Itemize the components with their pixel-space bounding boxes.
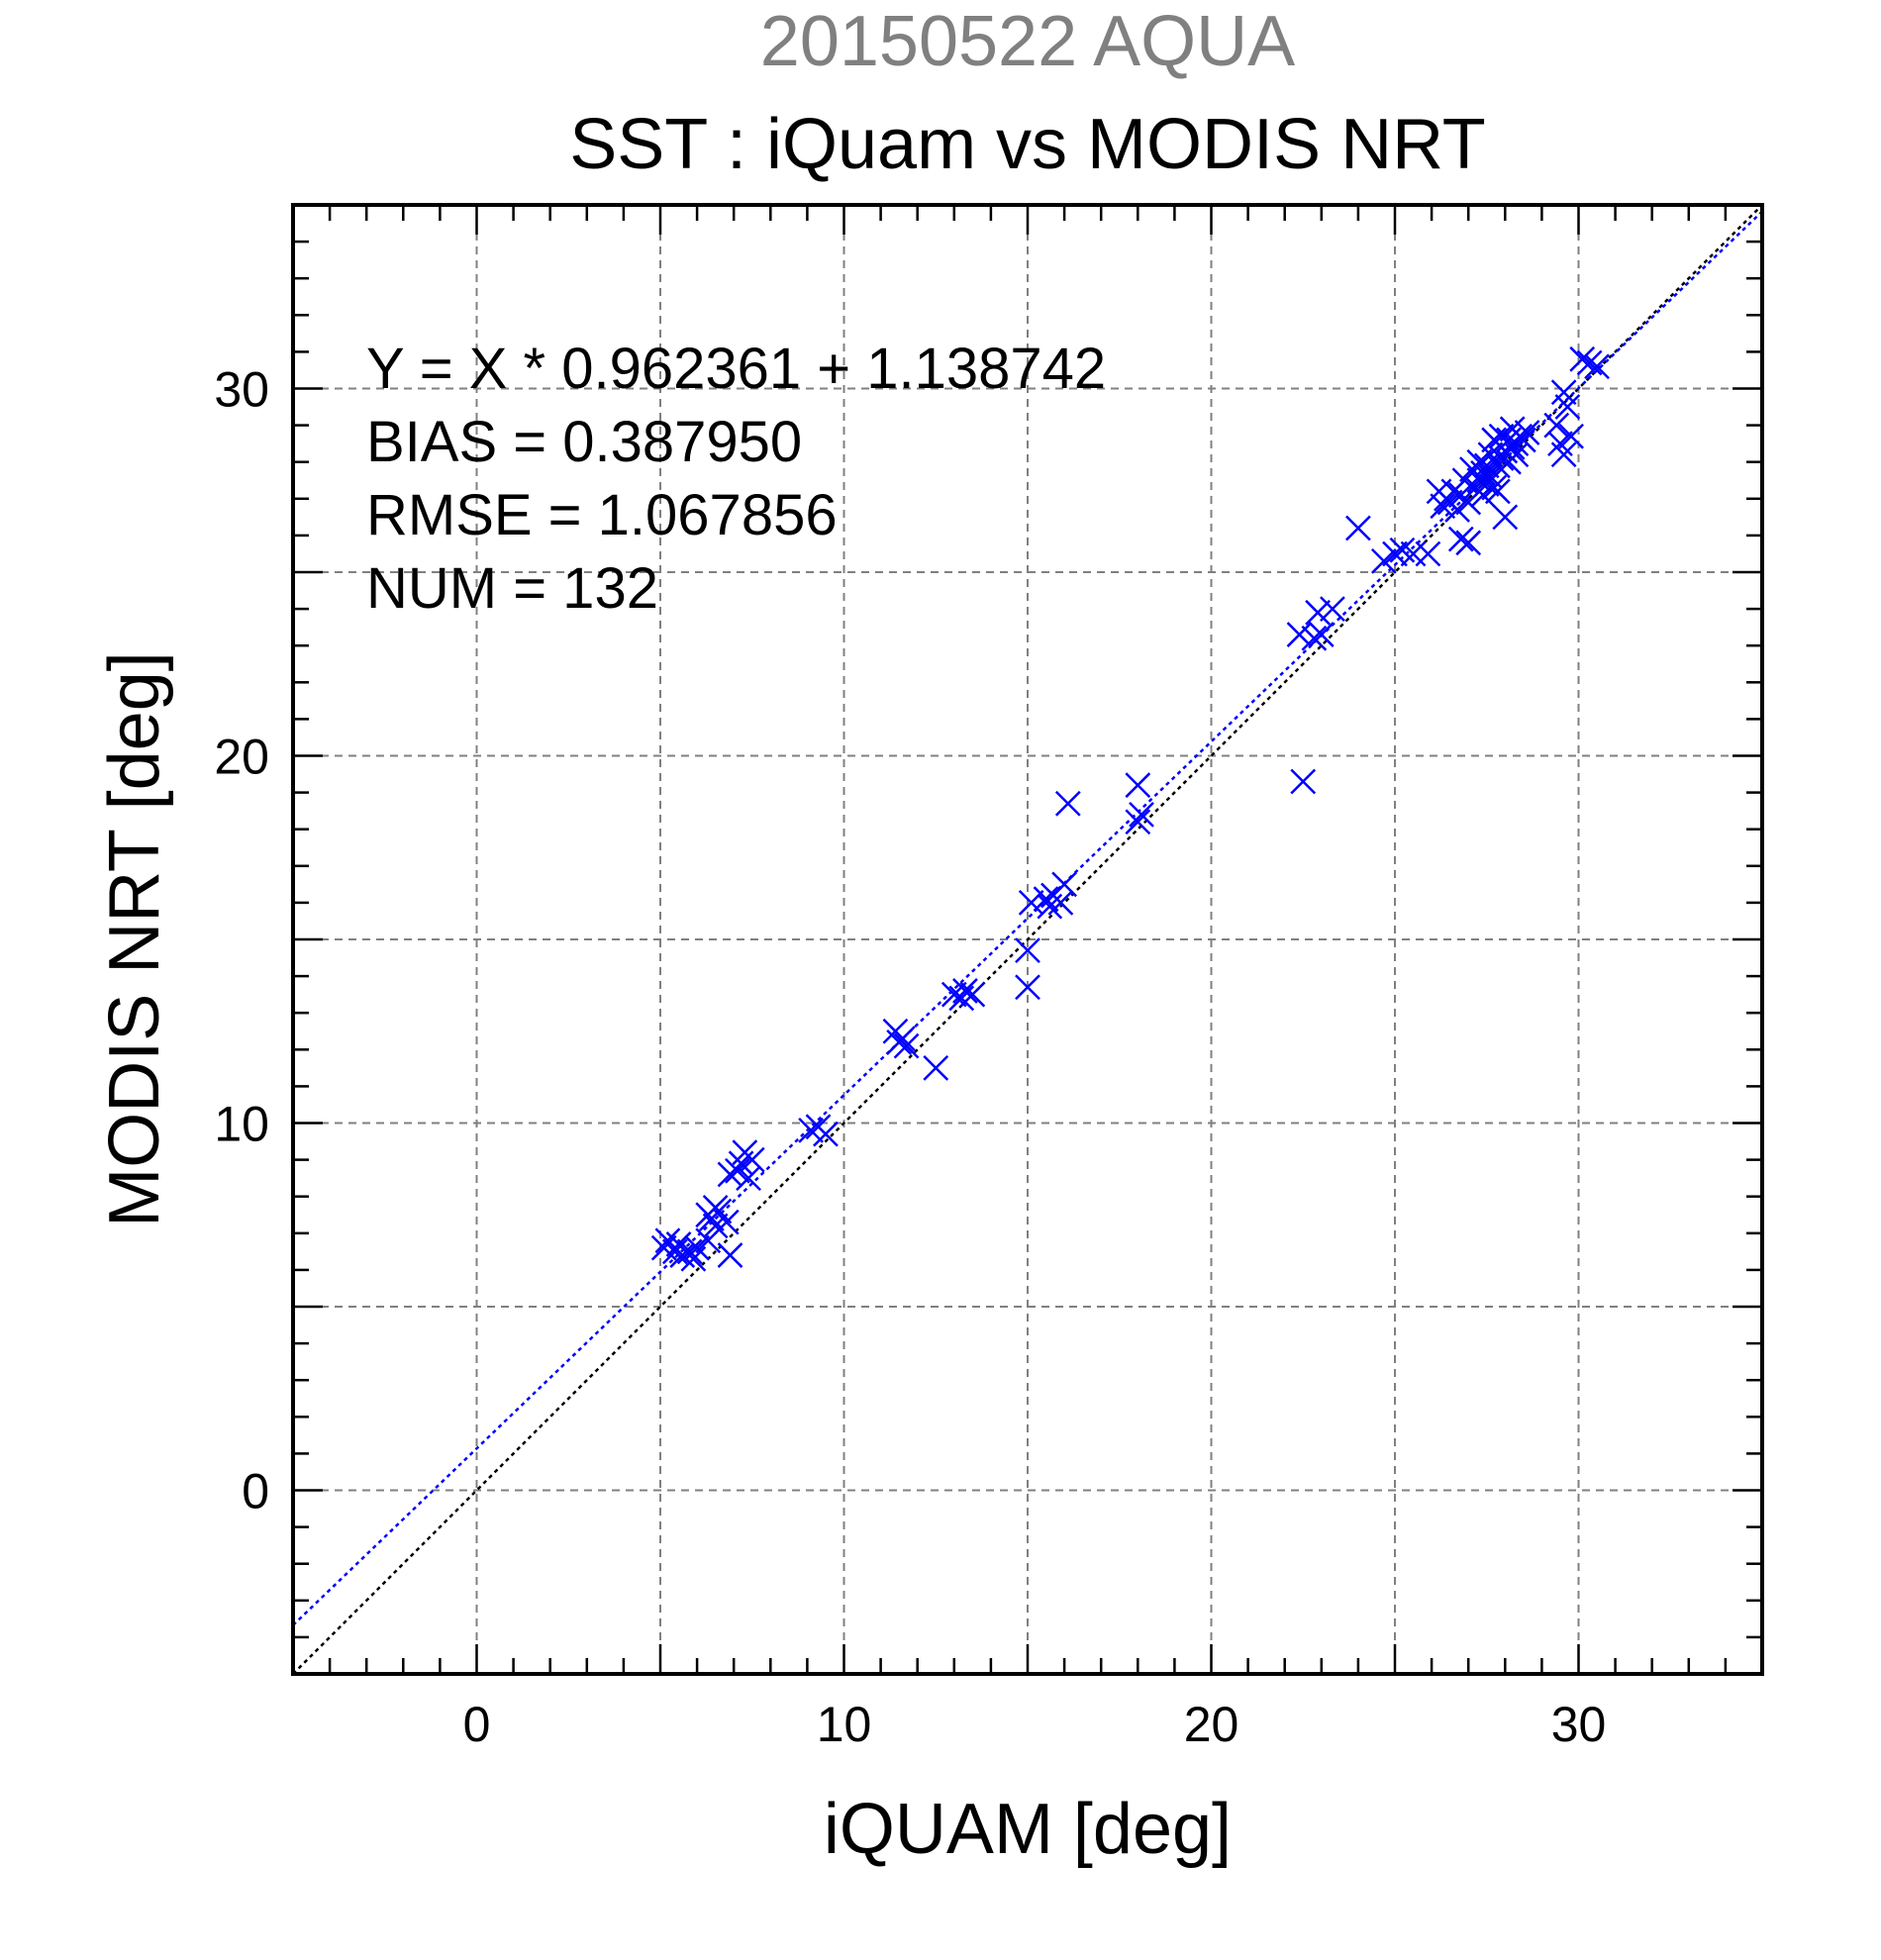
data-point <box>1125 809 1151 835</box>
data-point <box>1444 497 1470 523</box>
data-point <box>1382 540 1408 567</box>
data-point <box>1569 345 1596 372</box>
data-point <box>813 1121 839 1147</box>
x-axis-label: iQUAM [deg] <box>824 1790 1232 1869</box>
plot-frame <box>291 203 1764 1676</box>
x-tick-label: 10 <box>817 1697 872 1752</box>
data-point <box>739 1146 765 1173</box>
y-tick-label: 0 <box>242 1464 269 1519</box>
data-point <box>1290 768 1317 795</box>
data-point <box>1550 379 1577 406</box>
data-point <box>1492 504 1519 531</box>
data-point <box>923 1054 949 1081</box>
data-point <box>889 1026 916 1052</box>
sample-count: NUM = 132 <box>366 556 658 621</box>
regression-equation: Y = X * 0.962361 + 1.138742 <box>366 337 1106 401</box>
data-point <box>1484 478 1511 505</box>
data-point <box>1308 622 1335 647</box>
data-point <box>1033 886 1059 913</box>
axis-ticks <box>293 205 1762 1674</box>
data-point <box>1305 599 1331 626</box>
data-point <box>952 978 978 1004</box>
data-point <box>706 1198 733 1225</box>
data-point <box>1447 526 1474 552</box>
data-point <box>1301 625 1328 651</box>
data-point <box>1550 441 1577 468</box>
data-point <box>1125 772 1151 799</box>
data-points <box>650 345 1610 1272</box>
data-point <box>1510 427 1536 453</box>
data-point <box>684 1234 710 1261</box>
chart-title: SST : iQuam vs MODIS NRT <box>569 105 1486 184</box>
x-tick-label: 0 <box>463 1697 491 1752</box>
data-point <box>1415 540 1441 567</box>
stats-annotation: Y = X * 0.962361 + 1.138742 BIAS = 0.387… <box>366 337 1106 621</box>
data-point <box>1455 530 1482 556</box>
y-tick-label: 20 <box>214 730 269 785</box>
chart-supertitle: 20150522 AQUA <box>760 2 1295 81</box>
data-point <box>893 1032 920 1059</box>
data-point <box>1054 790 1081 817</box>
data-point <box>1286 622 1313 647</box>
data-point <box>725 1157 750 1184</box>
data-point <box>798 1118 824 1143</box>
data-point <box>1430 493 1456 520</box>
data-point <box>1558 423 1584 449</box>
data-point <box>1051 871 1077 898</box>
x-tick-label: 20 <box>1184 1697 1239 1752</box>
data-point <box>717 1242 743 1268</box>
rmse-value: RMSE = 1.067856 <box>366 483 838 547</box>
y-tick-label: 10 <box>214 1097 269 1152</box>
data-point <box>1576 349 1603 376</box>
data-point <box>1320 596 1345 622</box>
bias-value: BIAS = 0.387950 <box>366 410 802 474</box>
data-point <box>1015 937 1040 964</box>
tick-labels: 0 10 20 30 0 10 20 30 <box>214 362 1606 1753</box>
y-axis-label: MODIS NRT [deg] <box>95 651 174 1227</box>
data-point <box>1015 974 1040 1001</box>
x-tick-label: 30 <box>1551 1697 1607 1752</box>
data-point <box>1584 353 1610 380</box>
identity-line <box>293 205 1762 1674</box>
data-point <box>1370 547 1397 574</box>
data-point <box>1345 515 1371 541</box>
y-tick-label: 30 <box>214 362 269 418</box>
data-point <box>959 981 986 1008</box>
data-point <box>676 1238 703 1265</box>
data-point <box>1473 471 1500 497</box>
data-point <box>1129 801 1154 828</box>
data-point <box>713 1209 740 1235</box>
data-point <box>1514 420 1540 445</box>
data-point <box>1554 394 1581 420</box>
